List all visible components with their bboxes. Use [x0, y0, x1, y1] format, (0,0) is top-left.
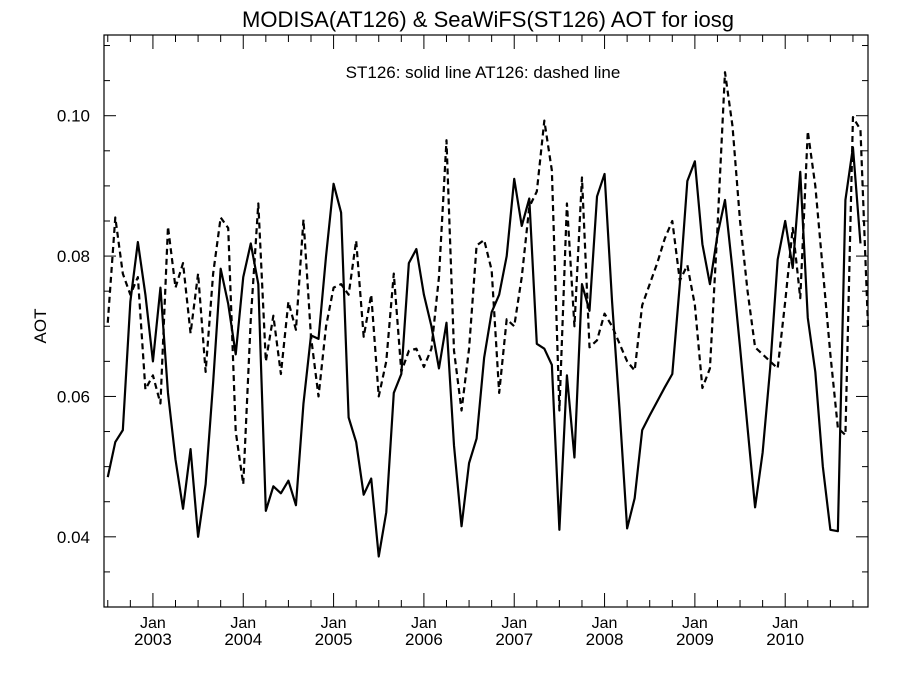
x-tick-label-year: 2008: [586, 630, 624, 649]
x-axis-ticks: Jan2003Jan2004Jan2005Jan2006Jan2007Jan20…: [107, 35, 854, 649]
x-tick-label-year: 2006: [405, 630, 443, 649]
x-tick-label-month: Jan: [682, 615, 708, 632]
y-tick-label: 0.10: [57, 107, 90, 126]
y-axis-ticks: 0.04 0.06 0.08 0.10: [57, 45, 868, 573]
y-tick-label: 0.08: [57, 247, 90, 266]
series-line-at126: [106, 71, 870, 486]
plot-lines: [106, 71, 870, 558]
x-tick-label-month: Jan: [411, 615, 437, 632]
x-tick-label-month: Jan: [772, 615, 798, 632]
x-tick-label-month: Jan: [321, 615, 347, 632]
x-tick-label-year: 2005: [315, 630, 353, 649]
x-tick-label-year: 2009: [676, 630, 714, 649]
y-tick-label: 0.06: [57, 387, 90, 406]
x-tick-label-month: Jan: [140, 615, 166, 632]
x-tick-label-year: 2003: [134, 630, 172, 649]
x-tick-label-month: Jan: [501, 615, 527, 632]
axes: [103, 34, 869, 608]
series-legend-annotation: ST126: solid line AT126: dashed line: [346, 63, 621, 82]
y-axis-label: AOT: [31, 309, 50, 344]
series-line-st126: [106, 146, 862, 558]
x-tick-label-year: 2010: [766, 630, 804, 649]
x-tick-label-year: 2007: [495, 630, 533, 649]
plot-frame: [103, 34, 869, 608]
x-tick-label-month: Jan: [230, 615, 256, 632]
chart-title: MODISA(AT126) & SeaWiFS(ST126) AOT for i…: [242, 7, 734, 32]
y-tick-label: 0.04: [57, 528, 90, 547]
x-tick-label-year: 2004: [224, 630, 262, 649]
x-tick-label-month: Jan: [592, 615, 618, 632]
